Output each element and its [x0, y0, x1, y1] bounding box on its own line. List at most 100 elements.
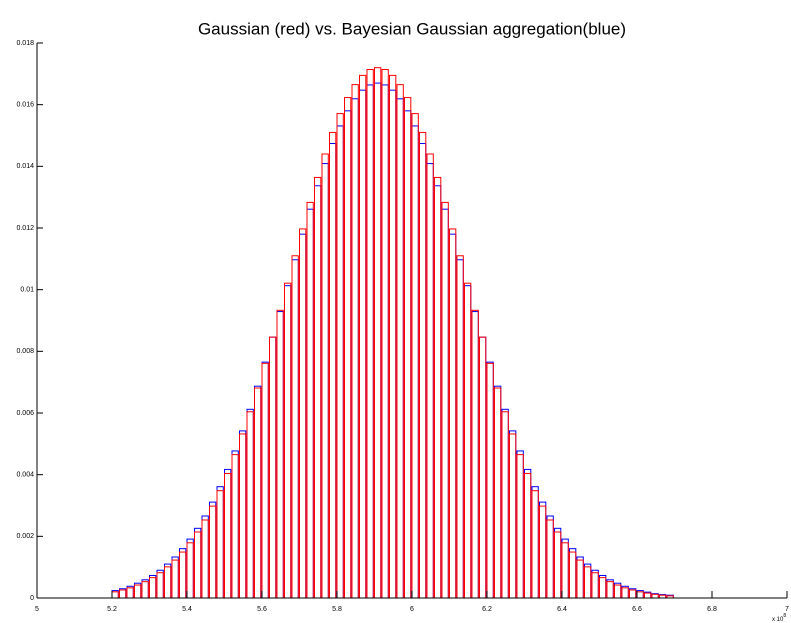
histogram-bar: [336, 125, 344, 599]
histogram-bar: [606, 581, 614, 599]
histogram-bar: [524, 468, 532, 599]
histogram-bar: [389, 74, 397, 599]
histogram-bar: [411, 125, 419, 599]
histogram-bar: [486, 361, 494, 599]
histogram-bar: [419, 143, 427, 599]
histogram-bar: [554, 531, 562, 599]
axis-multiplier-exponent: 8: [783, 613, 786, 619]
histogram-bar: [569, 548, 577, 599]
histogram-bar: [314, 185, 322, 599]
histogram-bar: [494, 387, 502, 599]
histogram-bar: [321, 163, 329, 599]
histogram-bar: [599, 574, 607, 599]
histogram-bar: [329, 143, 337, 599]
histogram-bar: [411, 113, 419, 599]
histogram-bar: [329, 131, 337, 599]
histogram-bar: [456, 255, 464, 599]
histogram-bar: [179, 548, 187, 599]
histogram-bar: [134, 584, 142, 599]
histogram-bar: [351, 98, 359, 599]
histogram-bar: [614, 584, 622, 599]
histogram-bar: [231, 450, 239, 599]
histogram-bar: [164, 566, 172, 599]
histogram-bar: [194, 531, 202, 599]
histogram-bar: [584, 563, 592, 599]
histogram-bar: [126, 587, 134, 599]
chart-title: Gaussian (red) vs. Bayesian Gaussian agg…: [198, 19, 626, 38]
histogram-bar: [269, 336, 277, 599]
histogram-bar: [314, 176, 322, 599]
x-tick-label: 6: [410, 606, 414, 613]
histogram-bar: [599, 577, 607, 599]
histogram-bar: [171, 556, 179, 599]
histogram-bar: [111, 591, 119, 599]
histogram-bar: [186, 542, 194, 599]
histogram-bar: [359, 74, 367, 599]
histogram-bar: [351, 84, 359, 599]
histogram-bar: [636, 591, 644, 599]
y-tick-label: 0.01: [20, 287, 34, 294]
histogram-bar: [449, 233, 457, 599]
histogram-bar: [374, 67, 382, 599]
histogram-bar: [561, 542, 569, 599]
histogram-bar: [216, 486, 224, 599]
histogram-bar: [254, 385, 262, 599]
y-tick-label: 0.018: [16, 40, 34, 47]
histogram-bar: [441, 201, 449, 599]
histogram-bar: [149, 577, 157, 599]
histogram-bar: [396, 98, 404, 599]
histogram-bar: [651, 593, 659, 599]
histogram-bar: [254, 387, 262, 599]
histogram-bar: [299, 228, 307, 599]
histogram-bar: [156, 572, 164, 599]
histogram-bar: [149, 574, 157, 599]
x-tick-label: 5.8: [332, 606, 342, 613]
histogram-bar: [449, 228, 457, 599]
histogram-bar: [404, 110, 412, 599]
histogram-bar: [479, 336, 487, 599]
histogram-bar: [224, 472, 232, 599]
y-tick-label: 0: [30, 595, 34, 602]
x-tick-label: 5.4: [182, 606, 192, 613]
histogram-bar: [441, 208, 449, 599]
histogram-bar: [284, 285, 292, 599]
x-tick-label: 7: [785, 606, 789, 613]
histogram-bar: [591, 569, 599, 599]
histogram-bar: [179, 551, 187, 599]
histogram-bar: [141, 581, 149, 599]
histogram-bar: [606, 579, 614, 599]
y-tick-label: 0.008: [16, 348, 34, 355]
y-tick-label: 0.004: [16, 472, 34, 479]
histogram-bar: [336, 113, 344, 599]
histogram-bar: [486, 362, 494, 599]
axis-multiplier: x 108: [772, 613, 786, 622]
histogram-bar: [576, 556, 584, 599]
histogram-bar: [501, 411, 509, 599]
histogram-bar: [284, 282, 292, 599]
histogram-bar: [224, 468, 232, 599]
histogram-bar: [276, 311, 284, 599]
histogram-bar: [246, 411, 254, 599]
histogram-bar: [119, 589, 127, 599]
histogram-bar: [531, 486, 539, 599]
histogram-bar: [584, 566, 592, 599]
x-tick-label: 5.6: [257, 606, 267, 613]
histogram-bar: [231, 454, 239, 599]
histogram-bar: [516, 454, 524, 599]
histogram-bar: [171, 559, 179, 599]
histogram-bar: [186, 538, 194, 599]
histogram-bar: [269, 336, 277, 599]
histogram-bar: [381, 84, 389, 599]
histogram-bar: [291, 259, 299, 599]
y-tick-label: 0.012: [16, 225, 34, 232]
histogram-bar: [164, 563, 172, 599]
histogram-bar: [239, 433, 247, 599]
histogram-bar: [591, 572, 599, 599]
histogram-bar: [621, 587, 629, 599]
x-tick-label: 6.6: [632, 606, 642, 613]
histogram-bar: [524, 472, 532, 599]
histogram-bar: [344, 110, 352, 599]
histogram-bar: [239, 430, 247, 599]
histogram-bar: [156, 569, 164, 599]
